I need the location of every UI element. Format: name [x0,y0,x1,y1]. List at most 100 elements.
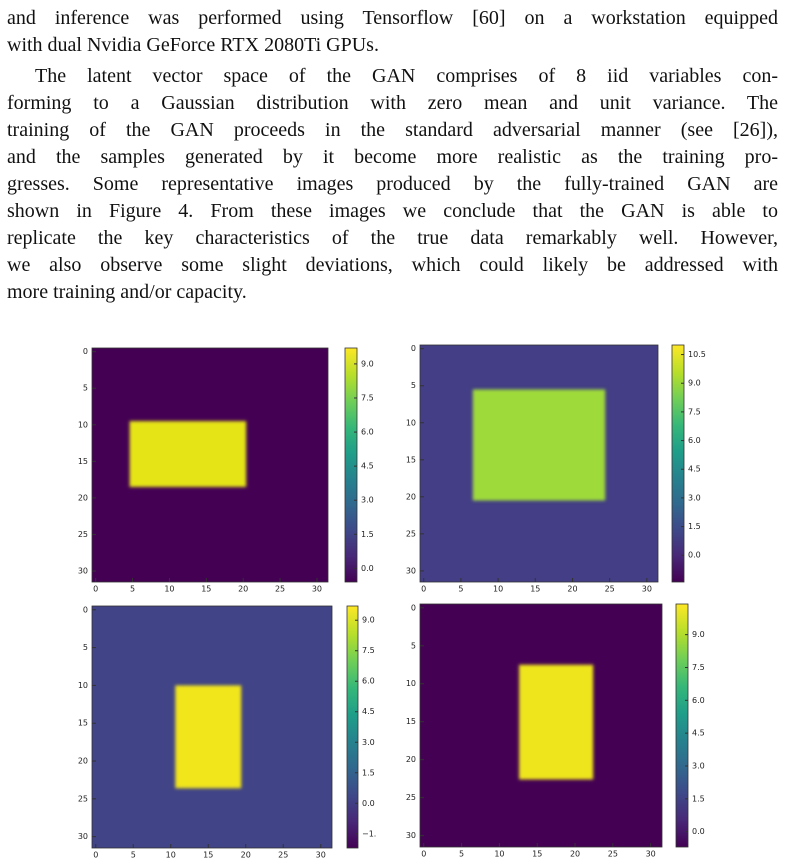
y-tick-label: 5 [411,641,416,650]
x-tick-label: 20 [570,850,580,859]
x-tick-label: 0 [93,851,98,860]
text-line: more training and/or capacity. [7,281,247,303]
y-tick-label: 10 [406,679,416,688]
paragraph: The latent vector space of the GAN compr… [7,63,778,306]
heatmap-blob [129,421,247,487]
colorbar-tick-label: 4.5 [361,462,374,471]
x-tick-label: 0 [421,850,426,859]
text-line: forming to a Gaussian distribution with … [7,92,778,114]
colorbar-tick-label: 0.0 [692,827,705,836]
colorbar-tick-label: 7.5 [361,393,374,402]
y-tick-label: 10 [406,418,416,427]
y-tick-label: 20 [78,493,88,502]
colorbar-tick-label: 0.0 [362,799,375,808]
x-tick-label: 10 [164,585,174,594]
y-tick-label: 30 [406,566,416,575]
x-tick-label: 25 [278,851,288,860]
y-tick-label: 5 [411,381,416,390]
paragraph: and inference was performed using Tensor… [7,5,778,59]
x-tick-label: 5 [130,585,135,594]
y-tick-label: 0 [83,605,88,614]
text-line: The latent vector space of the GAN compr… [35,65,778,87]
x-tick-label: 20 [238,585,248,594]
colorbar [344,347,358,583]
x-tick-label: 15 [530,585,540,594]
heatmap-blob [519,664,594,780]
colorbar-tick-label: 4.5 [692,729,705,738]
x-tick-label: 25 [605,585,615,594]
colorbar-tick-label: 0.0 [688,551,701,560]
x-tick-label: 10 [166,851,176,860]
y-tick-label: 10 [78,420,88,429]
colorbar-tick-label: 3.0 [692,762,705,771]
y-tick-label: 5 [83,384,88,393]
heatmap-panel: 0 5 10 15 20 25 30 0 5 10 15 20 25 30 0.0 1.5 3.0 4.5 6.0 7… [406,344,706,593]
colorbar-tick-label: 0.0 [361,564,374,573]
x-tick-label: 0 [421,585,426,594]
x-tick-label: 15 [532,850,542,859]
colorbar-tick-label: 9.0 [362,616,375,625]
colorbar-tick-label: 6.0 [362,677,375,686]
text-line: and inference was performed using Tensor… [7,7,778,29]
y-tick-label: 25 [406,793,416,802]
colorbar-tick-label: 9.0 [692,630,705,639]
colorbar-tick-label: 7.5 [362,646,375,655]
colorbar-tick-label: 1.5 [688,522,701,531]
y-tick-label: 10 [78,681,88,690]
colorbar-tick-label: 9.0 [688,379,701,388]
x-tick-label: 10 [493,585,503,594]
x-tick-label: 15 [203,851,213,860]
heatmap-blob [472,389,606,501]
colorbar [675,603,689,848]
y-tick-label: 15 [406,455,416,464]
heatmap-panel: 0 5 10 15 20 25 30 0 5 10 15 20 25 30 −1. 0.0 1.5 3.0 4.5 6… [78,605,377,859]
colorbar-tick-label: 3.0 [361,496,374,505]
y-tick-label: 30 [78,567,88,576]
y-tick-label: 20 [406,755,416,764]
colorbar-tick-label: −1. [362,829,376,838]
colorbar-tick-label: 6.0 [692,696,705,705]
colorbar [346,605,359,849]
y-tick-label: 30 [78,832,88,841]
colorbar-tick-label: 4.5 [362,707,375,716]
text-line: training of the GAN proceeds in the stan… [7,119,778,141]
y-tick-label: 5 [83,643,88,652]
x-tick-label: 30 [642,585,652,594]
colorbar-tick-label: 7.5 [688,407,701,416]
text-line: and the samples generated by it become m… [7,146,778,168]
x-tick-label: 30 [646,850,656,859]
axes-frame [91,347,329,583]
y-tick-label: 20 [78,757,88,766]
colorbar-tick-label: 1.5 [692,794,705,803]
colorbar [671,344,685,583]
heatmap-blob [175,685,242,789]
text-line: with dual Nvidia GeForce RTX 2080Ti GPUs… [7,34,379,56]
colorbar-tick-label: 1.5 [361,530,374,539]
x-tick-label: 5 [459,850,464,859]
y-tick-label: 25 [78,530,88,539]
x-tick-label: 20 [241,851,251,860]
text-line: replicate the key characteristics of the… [7,227,778,249]
y-tick-label: 20 [406,492,416,501]
x-tick-label: 25 [275,585,285,594]
y-tick-label: 15 [78,719,88,728]
text-line: gresses. Some representative images prod… [7,173,778,195]
colorbar-tick-label: 4.5 [688,465,701,474]
text-line: shown in Figure 4. From these images we … [7,200,778,222]
colorbar-tick-label: 6.0 [688,436,701,445]
axes-frame [91,605,333,849]
colorbar-tick-label: 10.5 [688,350,706,359]
y-tick-label: 0 [411,344,416,353]
colorbar-tick-label: 3.0 [362,738,375,747]
y-tick-label: 25 [406,529,416,538]
text-line: we also observe some slight deviations, … [7,254,778,276]
x-tick-label: 30 [312,585,322,594]
colorbar-tick-label: 7.5 [692,663,705,672]
colorbar-tick-label: 3.0 [688,493,701,502]
x-tick-label: 0 [93,585,98,594]
x-tick-label: 20 [567,585,577,594]
y-tick-label: 15 [78,457,88,466]
x-tick-label: 25 [608,850,618,859]
